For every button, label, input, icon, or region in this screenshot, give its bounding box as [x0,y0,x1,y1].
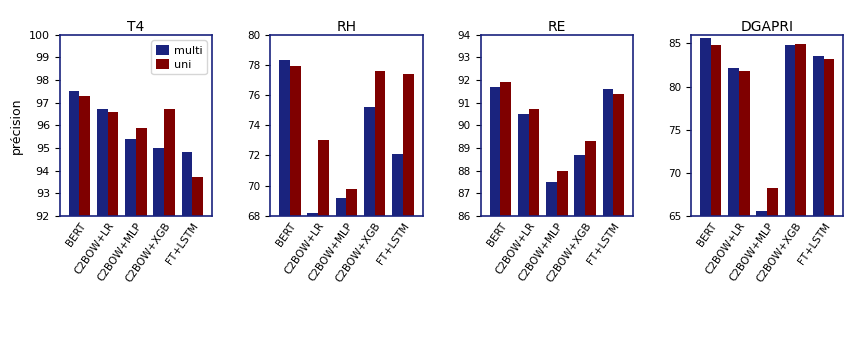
Bar [125,139,135,348]
Title: T4: T4 [127,19,145,34]
Bar [574,155,585,348]
Bar [181,152,193,348]
Bar [490,87,500,348]
Bar [403,74,413,348]
Bar [69,92,79,348]
Bar [193,177,203,348]
Bar [164,110,175,348]
Bar [308,213,318,348]
Bar [364,107,375,348]
Bar [585,141,596,348]
Bar [346,189,357,348]
Bar [785,45,796,348]
Title: DGAPRI: DGAPRI [740,19,794,34]
Bar [546,182,557,348]
Bar [135,128,147,348]
Bar [757,212,768,348]
Bar [290,66,301,348]
Bar [813,56,824,348]
Bar [153,148,164,348]
Bar [557,171,567,348]
Y-axis label: précision: précision [10,97,23,153]
Bar [392,154,403,348]
Title: RH: RH [337,19,356,34]
Bar [711,45,722,348]
Bar [739,71,750,348]
Bar [336,198,346,348]
Bar [700,38,711,348]
Bar [768,188,778,348]
Bar [824,59,834,348]
Bar [79,96,90,348]
Bar [796,44,806,348]
Bar [613,94,624,348]
Bar [500,82,511,348]
Bar [318,140,329,348]
Bar [518,114,528,348]
Bar [728,69,739,348]
Bar [107,112,118,348]
Title: RE: RE [548,19,566,34]
Bar [97,110,107,348]
Bar [602,89,613,348]
Legend: multi, uni: multi, uni [152,40,206,74]
Bar [375,71,385,348]
Bar [279,61,290,348]
Bar [528,109,539,348]
